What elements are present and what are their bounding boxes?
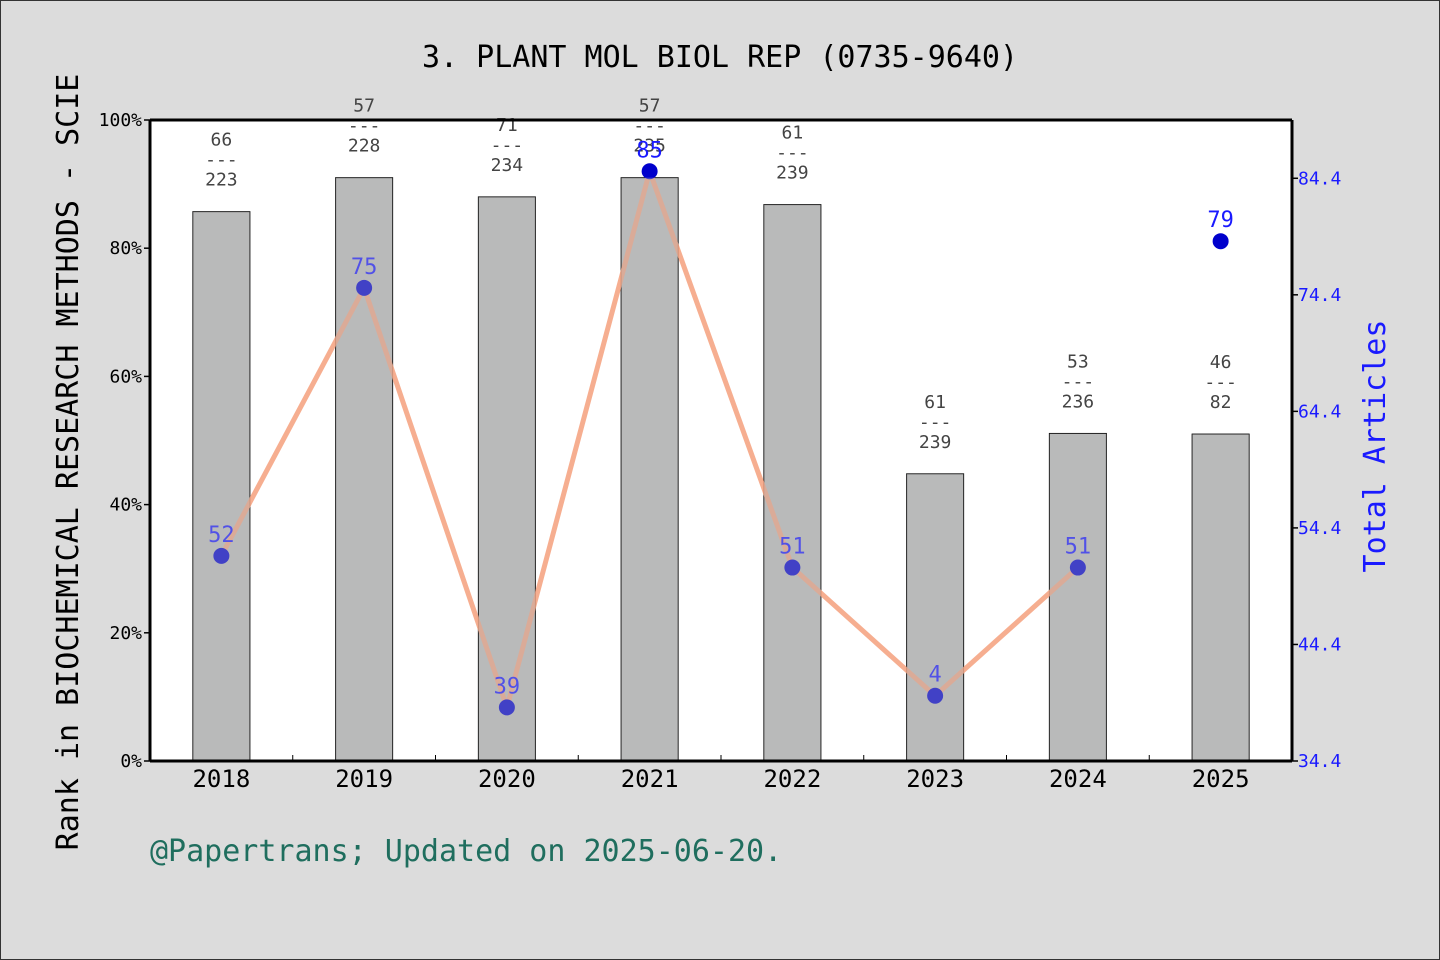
total-label-2020: 234 xyxy=(491,155,524,176)
bar-2020 xyxy=(477,196,536,762)
rank-label-2022: 61 xyxy=(782,123,804,144)
articles-point-2024 xyxy=(1069,559,1086,576)
chart-title: 3. PLANT MOL BIOL REP (0735-9640) xyxy=(422,40,1018,75)
rank-separator-2022: --- xyxy=(776,143,809,164)
articles-value-label-2025: 79 xyxy=(1207,208,1234,233)
rank-label-2021: 57 xyxy=(639,96,661,117)
rank-label-2018: 66 xyxy=(211,130,233,151)
bar-overlay-2018 xyxy=(192,211,250,762)
bar-2021 xyxy=(620,177,679,762)
y-left-tick-label: 60% xyxy=(109,366,142,387)
bar-2023 xyxy=(906,473,965,762)
total-label-2022: 239 xyxy=(776,163,809,184)
bar-overlay-2020 xyxy=(478,196,536,762)
bar-overlay-2022 xyxy=(763,204,821,761)
bar-2019 xyxy=(335,177,394,762)
x-tick-label-2023: 2023 xyxy=(906,765,964,793)
x-tick-label-2018: 2018 xyxy=(192,765,250,793)
bar-overlay-2025 xyxy=(1192,434,1250,761)
y-left-tick-label: 100% xyxy=(99,110,143,131)
rank-separator-2020: --- xyxy=(491,135,524,156)
rank-label-2025: 46 xyxy=(1210,352,1232,373)
y-left-tick-label: 0% xyxy=(120,751,142,772)
articles-point-2020 xyxy=(498,699,515,716)
total-label-2023: 239 xyxy=(919,432,952,453)
articles-point-2018 xyxy=(213,547,230,564)
total-label-2021: 235 xyxy=(633,136,666,157)
articles-point-2023 xyxy=(927,687,944,704)
x-tick-label-2020: 2020 xyxy=(478,765,536,793)
y-right-tick-label: 54.4 xyxy=(1298,518,1341,539)
y-right-tick-label: 44.4 xyxy=(1298,634,1341,655)
articles-point-2021 xyxy=(641,163,658,180)
rank-label-2019: 57 xyxy=(353,96,375,117)
x-tick-label-2019: 2019 xyxy=(335,765,393,793)
rank-label-2024: 53 xyxy=(1067,351,1089,372)
y-right-tick-label: 64.4 xyxy=(1298,401,1341,422)
rank-separator-2023: --- xyxy=(919,412,952,433)
x-tick-label-2022: 2022 xyxy=(763,765,821,793)
y-left-tick-label: 20% xyxy=(109,623,142,644)
articles-point-2019 xyxy=(356,279,373,296)
x-tick-label-2025: 2025 xyxy=(1192,765,1250,793)
articles-point-2025 xyxy=(1212,233,1229,250)
bar-2018 xyxy=(192,211,251,762)
bar-2024 xyxy=(1048,432,1107,762)
articles-point-2022 xyxy=(784,559,801,576)
y-right-tick-label: 34.4 xyxy=(1298,751,1341,772)
total-label-2025: 82 xyxy=(1210,392,1232,413)
articles-value-label-2020: 39 xyxy=(494,674,521,699)
y-right-tick-label: 84.4 xyxy=(1298,168,1341,189)
y-left-tick-label: 40% xyxy=(109,495,142,516)
bar-overlay-2019 xyxy=(335,177,393,761)
articles-value-label-2019: 75 xyxy=(351,255,378,280)
articles-value-label-2024: 51 xyxy=(1065,535,1092,560)
articles-value-label-2021: 85 xyxy=(636,138,663,163)
total-label-2019: 228 xyxy=(348,136,381,157)
y-axis-left-label: Rank in BIOCHEMICAL RESEARCH METHODS - S… xyxy=(51,74,86,851)
rank-label-2023: 61 xyxy=(924,392,946,413)
y-left-tick-label: 80% xyxy=(109,238,142,259)
bar-overlay-2023 xyxy=(906,473,964,761)
articles-value-label-2018: 52 xyxy=(208,523,235,548)
bar-2025 xyxy=(1191,433,1250,762)
y-right-tick-label: 74.4 xyxy=(1298,285,1341,306)
bar-overlay-2021 xyxy=(621,177,679,761)
footer-note: @Papertrans; Updated on 2025-06-20. xyxy=(150,834,783,869)
rank-separator-2024: --- xyxy=(1062,371,1095,392)
rank-separator-2018: --- xyxy=(205,150,238,171)
bar-overlay-2024 xyxy=(1049,433,1107,761)
y-axis-right-label: Total Articles xyxy=(1358,320,1393,573)
rank-separator-2025: --- xyxy=(1204,372,1237,393)
x-tick-label-2021: 2021 xyxy=(621,765,679,793)
total-label-2024: 236 xyxy=(1062,391,1095,412)
total-label-2018: 223 xyxy=(205,170,238,191)
articles-value-label-2023: 4 xyxy=(929,663,942,688)
x-tick-label-2024: 2024 xyxy=(1049,765,1107,793)
articles-value-label-2022: 51 xyxy=(779,535,806,560)
rank-label-2020: 71 xyxy=(496,115,518,136)
plot-area xyxy=(150,120,1292,761)
